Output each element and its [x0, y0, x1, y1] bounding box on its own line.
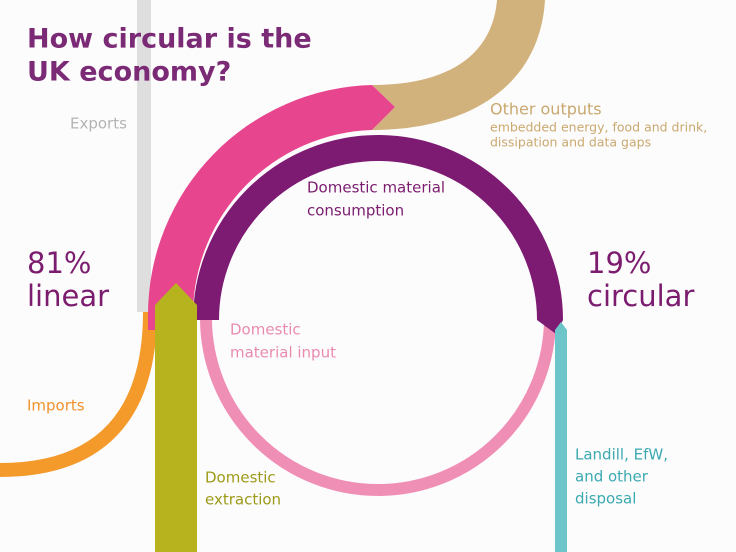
exports-label: Exports	[70, 115, 127, 133]
consumption-label: Domestic material	[307, 179, 445, 197]
other-outputs-detail: dissipation and data gaps	[490, 135, 651, 150]
imports-label: Imports	[27, 397, 85, 415]
input-label: Domestic	[230, 321, 301, 339]
disposal-label: Landill, EfW,	[575, 446, 668, 464]
linear-label: linear	[27, 279, 109, 313]
title: UK economy?	[27, 57, 231, 88]
title: How circular is the	[27, 24, 312, 55]
disposal-flow	[555, 322, 567, 552]
input-label: material input	[230, 344, 336, 362]
circular-label: circular	[587, 279, 694, 313]
linear-share: 81%	[27, 246, 91, 280]
input-ring	[200, 317, 556, 496]
consumption-ring	[193, 135, 563, 321]
extraction-label: Domestic	[205, 469, 276, 487]
consumption-label: consumption	[307, 202, 404, 220]
other-outputs-flow	[372, 0, 545, 130]
other-outputs-label: Other outputs	[490, 100, 602, 119]
circular-share: 19%	[587, 246, 651, 280]
imports-flow	[0, 311, 157, 477]
disposal-label: disposal	[575, 490, 636, 508]
exports-flow	[137, 0, 151, 312]
disposal-label: and other	[575, 468, 649, 486]
other-outputs-detail: embedded energy, food and drink,	[490, 120, 707, 135]
extraction-flow	[155, 283, 197, 552]
extraction-label: extraction	[205, 491, 281, 509]
